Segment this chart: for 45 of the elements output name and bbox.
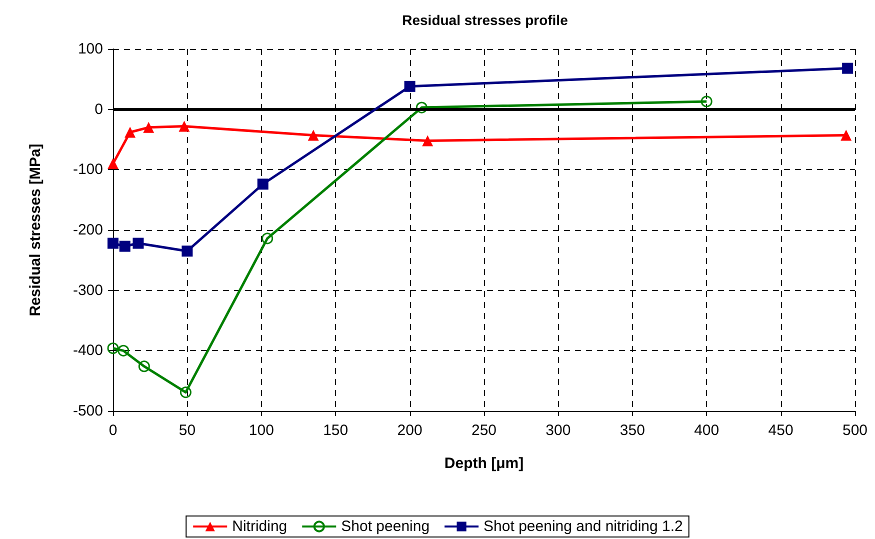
point [124,126,136,138]
chart-title: Residual stresses profile [402,12,568,28]
point [119,240,130,252]
y-tick-label: -100 [72,161,103,178]
point [840,130,852,141]
x-tick-label: 50 [178,422,196,439]
x-tick-label: 250 [471,422,497,439]
point [262,232,274,244]
x-tick-label: 400 [694,422,720,439]
point [143,122,154,133]
y-tick-label: -500 [72,402,103,420]
point [842,62,854,74]
x-tick-label: 0 [108,422,118,439]
point [107,342,119,354]
point [132,238,144,249]
point [108,238,118,249]
point [700,96,712,108]
point [108,158,118,170]
legend-label: Shot peening [341,518,430,535]
y-tick-label: -400 [72,342,103,360]
y-axis-title: Residual stresses [MPa] [27,144,44,316]
point [422,135,434,146]
point [308,130,319,141]
legend-label: Nitriding [232,518,288,535]
x-tick-label: 100 [248,422,274,439]
y-tick-label: 100 [78,40,103,58]
y-tick-label: -300 [72,282,103,299]
x-axis-title: Depth [μm] [444,455,524,472]
x-tick-label: 350 [620,422,645,439]
point [404,80,416,92]
y-tick-label: 0 [94,100,103,118]
x-tick-label: 200 [397,422,422,439]
x-tick-label: 450 [768,422,794,439]
point [257,178,268,190]
x-tick-label: 150 [323,422,348,439]
legend-label: Shot peening and nitriding 1.2 [484,518,683,535]
point [416,102,428,114]
point [138,360,150,372]
x-tick-label: 500 [842,422,868,439]
point [180,386,192,398]
point [118,344,130,356]
point [182,246,193,257]
y-tick-label: -200 [72,222,103,238]
point [178,120,190,132]
x-tick-label: 300 [546,422,571,439]
